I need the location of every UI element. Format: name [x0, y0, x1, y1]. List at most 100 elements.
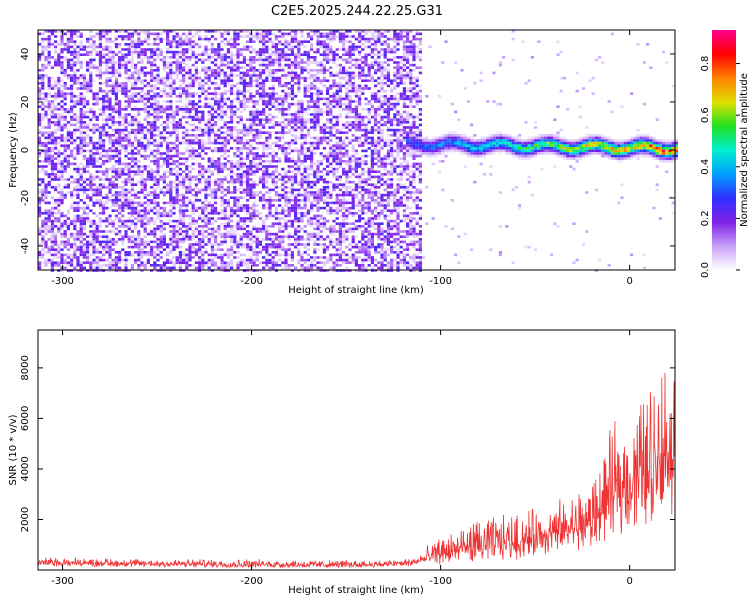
spectrogram-cell: [214, 212, 218, 215]
spectrogram-cell: [159, 191, 163, 194]
spectrogram-cell: [233, 191, 237, 194]
spectrogram-cell: [278, 123, 282, 127]
spectrogram-cell: [274, 58, 278, 62]
spectrogram-cell: [79, 248, 83, 251]
spectrogram-cell: [38, 160, 42, 163]
spectrogram-cell: [41, 180, 45, 184]
spectrogram-cell: [105, 69, 109, 72]
spectrogram-cell: [137, 214, 141, 218]
spectrogram-cell: [130, 141, 134, 145]
spectrogram-cell: [114, 191, 118, 194]
spectrogram-cell: [118, 160, 122, 163]
spectrogram-cell: [230, 126, 234, 129]
spectrogram-cell: [47, 149, 51, 153]
spectrogram-cell: [156, 160, 160, 163]
spectrogram-cell: [188, 95, 192, 98]
spectrogram-cell: [300, 105, 304, 108]
spectrogram-cell: [220, 136, 224, 140]
spectrogram-cell: [47, 183, 51, 186]
spectrogram-cell: [47, 61, 51, 64]
spectrogram-cell: [185, 108, 189, 111]
spectrogram-cell: [140, 79, 144, 82]
spectrogram-cell: [284, 63, 288, 67]
spectrogram-cell: [255, 258, 259, 262]
spectrogram-cell: [140, 204, 144, 207]
spectrogram-cell: [230, 79, 234, 82]
spectrogram-cell: [114, 97, 118, 101]
spectrogram-cell: [230, 232, 234, 236]
spectrogram-cell: [111, 193, 115, 197]
spectrogram-cell: [226, 50, 230, 54]
spectrogram-cell: [50, 209, 54, 212]
spectrogram-cell: [111, 61, 115, 64]
spectrogram-cell: [217, 227, 221, 231]
spectrogram-cell: [76, 95, 80, 98]
spectrogram-cell: [198, 240, 202, 244]
spectrogram-cell: [236, 162, 240, 166]
spectrogram-cell: [178, 261, 182, 264]
spectrogram-cell: [255, 141, 259, 145]
spectrogram-cell: [102, 131, 106, 134]
spectrogram-cell: [130, 147, 134, 150]
spectrogram-cell: [271, 251, 275, 254]
spectrogram-cell: [124, 108, 128, 111]
spectrogram-cell: [124, 165, 128, 168]
spectrogram-cell: [220, 261, 224, 264]
spectrogram-cell: [121, 30, 125, 33]
spectrogram-cell: [41, 108, 45, 111]
spectrogram-cell: [239, 175, 243, 179]
spectrogram-cell: [278, 222, 282, 225]
spectrogram-cell: [143, 193, 147, 197]
spectrogram-cell: [50, 196, 54, 199]
spectrogram-cell: [255, 123, 259, 127]
spectrogram-cell: [89, 199, 93, 202]
spectrogram-cell: [214, 266, 218, 270]
spectrogram-cell: [265, 170, 269, 173]
spectrogram-cell: [54, 50, 58, 54]
spectrogram-cell: [178, 180, 182, 184]
spectrogram-cell: [220, 95, 224, 98]
spectrogram-cell: [105, 217, 109, 220]
spectrogram-cell: [121, 248, 125, 251]
spectrogram-cell: [233, 251, 237, 254]
spectrogram-cell: [57, 79, 61, 82]
spectrogram-cell: [217, 217, 221, 220]
spectrogram-cell: [162, 240, 166, 244]
spectrogram-cell: [185, 147, 189, 150]
spectrogram-cell: [134, 50, 138, 54]
spectrogram-cell: [82, 165, 86, 168]
spectrogram-cell: [105, 243, 109, 246]
spectrogram-cell: [246, 235, 250, 238]
spectrogram-cell: [73, 157, 77, 160]
spectrogram-cell: [156, 113, 160, 116]
spectrogram-cell: [124, 139, 128, 142]
spectrogram-cell: [38, 149, 42, 153]
spectrogram-cell: [255, 69, 259, 72]
spectrogram-cell: [290, 113, 294, 116]
spectrogram-cell: [121, 58, 125, 62]
spectrogram-cell: [198, 162, 202, 166]
spectrogram-cell: [134, 48, 138, 51]
spectrogram-cell: [153, 61, 157, 64]
spectrogram-cell: [121, 56, 125, 59]
spectrogram-cell: [249, 214, 253, 218]
spectrogram-cell: [182, 152, 186, 155]
spectrogram-cell: [111, 225, 115, 228]
spectrogram-cell: [239, 35, 243, 38]
spectrogram-cell: [210, 243, 214, 246]
spectrogram-cell: [76, 209, 80, 212]
spectrogram-cell: [290, 53, 294, 56]
spectrogram-cell: [86, 50, 90, 54]
spectrogram-cell: [306, 50, 310, 54]
spectrogram-cell: [246, 84, 250, 88]
spectrogram-cell: [265, 131, 269, 134]
spectrogram-cell: [162, 110, 166, 114]
spectrogram-cell: [217, 97, 221, 101]
spectrogram-cell: [137, 232, 141, 236]
spectrogram-cell: [130, 118, 134, 121]
spectrogram-cell: [95, 144, 99, 147]
spectrogram-cell: [300, 71, 304, 75]
spectrogram-cell: [121, 108, 125, 111]
spectrogram-cell: [41, 134, 45, 137]
spectrogram-cell: [86, 45, 90, 49]
